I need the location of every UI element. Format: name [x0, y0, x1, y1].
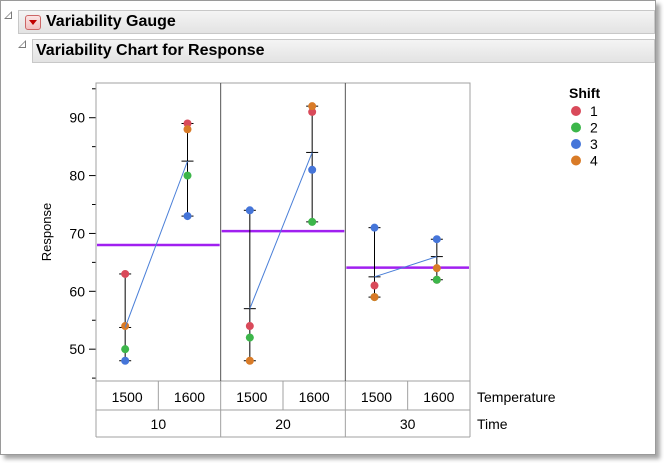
subsection-title: Variability Chart for Response: [36, 42, 265, 59]
temperature-level-label: 1500: [361, 389, 392, 405]
data-point-shift-3: [121, 356, 130, 365]
legend-marker-shift-4: [571, 155, 581, 166]
y-tick-label: 50: [69, 341, 85, 357]
legend-label-shift-3: 3: [590, 136, 598, 152]
temperature-level-label: 1500: [236, 389, 267, 405]
time-level-label: 20: [275, 416, 291, 432]
data-point-shift-2: [183, 171, 192, 180]
data-point-shift-3: [370, 223, 379, 232]
data-point-shift-1: [183, 119, 192, 128]
red-triangle-menu-icon[interactable]: [25, 14, 41, 30]
data-point-shift-1: [245, 322, 254, 331]
legend-title: Shift: [569, 85, 600, 101]
y-tick-label: 90: [69, 110, 85, 126]
data-point-shift-2: [308, 217, 317, 226]
y-tick-label: 70: [69, 225, 85, 241]
temperature-level-label: 1600: [423, 389, 454, 405]
temperature-level-label: 1600: [299, 389, 330, 405]
data-point-shift-3: [183, 212, 192, 221]
cell-mean-connector: [249, 152, 313, 309]
legend-marker-shift-3: [571, 139, 581, 149]
data-point-shift-4: [308, 102, 317, 111]
temperature-level-label: 1600: [174, 389, 205, 405]
legend-marker-shift-2: [571, 122, 581, 133]
outline-title: Variability Gauge: [46, 13, 176, 30]
data-point-shift-3: [308, 165, 317, 174]
outline-header-variability-gauge[interactable]: Variability Gauge: [18, 10, 655, 34]
y-tick-label: 80: [69, 168, 85, 184]
cell-mean-connector: [124, 160, 188, 328]
data-point-shift-4: [121, 322, 130, 331]
data-point-shift-1: [121, 269, 130, 278]
cell-mean-connector: [374, 256, 437, 278]
report-window: Variability Gauge Variability Chart for …: [0, 0, 656, 455]
legend-label-shift-4: 4: [590, 153, 598, 169]
grouping-label-time: Time: [477, 416, 508, 432]
subsection-collapse-icon[interactable]: [18, 40, 26, 48]
time-level-label: 30: [400, 416, 416, 432]
y-axis-label: Response: [39, 203, 54, 262]
data-point-shift-1: [308, 107, 317, 116]
y-tick-label: 60: [69, 283, 85, 299]
data-point-shift-2: [432, 275, 441, 284]
data-point-shift-1: [370, 281, 379, 290]
time-level-label: 10: [151, 416, 167, 432]
temperature-level-label: 1500: [112, 389, 143, 405]
legend-label-shift-1: 1: [590, 103, 598, 119]
outline-header-variability-chart[interactable]: Variability Chart for Response: [32, 39, 655, 63]
data-point-shift-4: [370, 293, 379, 302]
outline-collapse-icon[interactable]: [4, 11, 12, 19]
variability-chart: 50 60 70 80 90 Response 10 1500 1600 20 1500 1600 30…: [39, 82, 600, 438]
grouping-label-temperature: Temperature: [477, 389, 556, 405]
data-point-shift-2: [245, 333, 254, 342]
data-point-shift-2: [121, 345, 130, 354]
data-point-shift-4: [432, 264, 441, 273]
legend-label-shift-2: 2: [590, 120, 598, 136]
data-point-shift-4: [245, 356, 254, 365]
data-point-shift-3: [245, 206, 254, 215]
legend-marker-shift-1: [571, 106, 581, 116]
data-point-shift-4: [183, 125, 192, 134]
data-point-shift-3: [432, 235, 441, 244]
